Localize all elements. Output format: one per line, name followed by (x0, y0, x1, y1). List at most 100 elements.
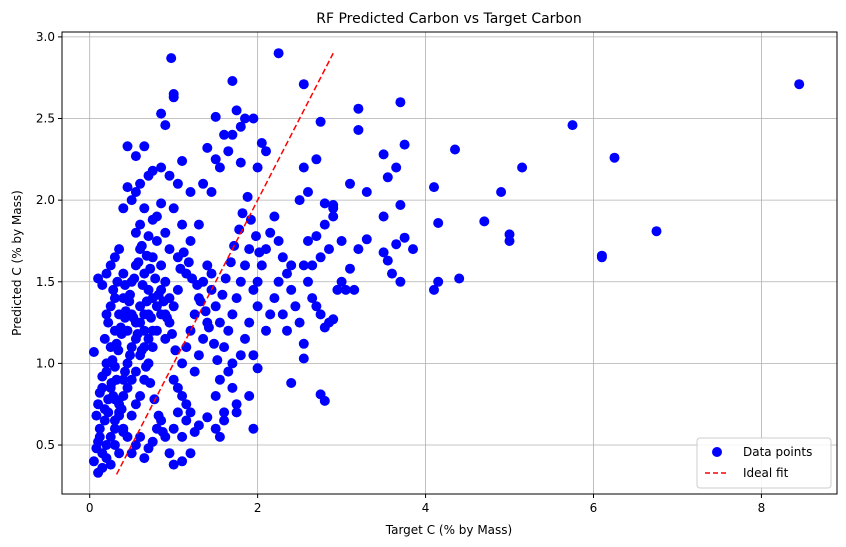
data-point (141, 361, 151, 372)
data-point (332, 284, 343, 295)
data-point (227, 382, 238, 393)
data-point (164, 170, 175, 181)
data-point (160, 227, 171, 238)
data-point (130, 399, 141, 410)
data-point (129, 273, 140, 284)
data-point (298, 162, 309, 173)
data-point (319, 198, 330, 209)
data-point (212, 355, 223, 366)
data-point (168, 459, 179, 470)
data-point (166, 53, 177, 64)
data-point (109, 252, 120, 263)
data-point (210, 391, 221, 401)
y-ticks: 0.5 1.0 1.5 2.0 2.5 3.0 (36, 30, 62, 452)
data-point (273, 276, 284, 287)
data-point (290, 301, 301, 312)
data-point (794, 79, 805, 90)
data-point (202, 260, 213, 271)
data-point (170, 345, 181, 356)
data-point (382, 255, 393, 266)
data-point (141, 250, 152, 261)
data-point (254, 247, 265, 258)
data-point (118, 391, 129, 401)
data-point (433, 276, 444, 287)
data-point (101, 268, 112, 279)
data-point (147, 325, 158, 336)
data-point (235, 350, 246, 361)
data-point (118, 268, 129, 279)
data-point (97, 448, 108, 459)
x-tick-label: 0 (86, 501, 94, 515)
data-point (164, 244, 175, 255)
data-point (391, 162, 402, 173)
data-point (105, 382, 116, 393)
data-point (125, 350, 135, 361)
data-point (265, 227, 276, 238)
data-point (130, 366, 141, 377)
data-point (433, 218, 444, 228)
data-point (248, 113, 259, 124)
y-axis-label: Predicted C (% by Mass) (10, 190, 24, 336)
data-point (175, 263, 186, 274)
data-point (101, 440, 112, 450)
data-point (133, 257, 144, 268)
data-point (164, 448, 175, 459)
data-point (252, 363, 263, 374)
data-point (242, 191, 253, 202)
data-point (137, 280, 148, 290)
data-point (177, 456, 188, 467)
data-point (328, 314, 339, 325)
data-point (651, 226, 662, 237)
data-points-layer (88, 48, 805, 478)
data-point (125, 289, 135, 300)
data-point (353, 244, 364, 255)
plot-frame (61, 31, 838, 495)
data-point (210, 154, 221, 165)
data-point (153, 410, 164, 421)
data-point (147, 165, 158, 176)
data-point (172, 178, 183, 189)
data-point (126, 195, 137, 206)
grid-lines (62, 32, 837, 494)
data-point (361, 187, 372, 197)
data-point (395, 200, 406, 210)
data-point (193, 350, 204, 361)
data-point (307, 293, 318, 304)
data-point (122, 141, 133, 152)
data-point (517, 162, 528, 173)
data-point (177, 156, 188, 166)
data-point (195, 296, 206, 307)
chart-title: RF Predicted Carbon vs Target Carbon (316, 11, 582, 27)
data-point (139, 203, 150, 214)
data-point (399, 139, 410, 150)
data-point (408, 244, 418, 255)
data-point (172, 284, 183, 295)
data-point (147, 342, 158, 353)
data-point (185, 325, 196, 336)
data-point (114, 244, 125, 255)
data-point (227, 76, 238, 86)
data-point (210, 423, 221, 434)
data-point (315, 116, 326, 127)
data-point (391, 239, 402, 250)
data-point (395, 276, 406, 287)
data-point (252, 276, 263, 287)
data-point (141, 296, 152, 307)
data-point (596, 252, 607, 263)
data-point (210, 301, 221, 312)
data-point (349, 284, 360, 295)
data-point (118, 427, 129, 437)
data-point (319, 219, 330, 230)
ideal-fit-line (115, 52, 334, 475)
data-point (193, 420, 204, 431)
data-point (245, 214, 256, 225)
data-point (248, 284, 259, 295)
data-point (231, 293, 242, 304)
data-point (298, 79, 309, 90)
data-point (94, 387, 105, 398)
data-point (378, 149, 389, 160)
data-point (99, 415, 110, 426)
data-point (114, 410, 125, 421)
data-point (395, 97, 406, 108)
